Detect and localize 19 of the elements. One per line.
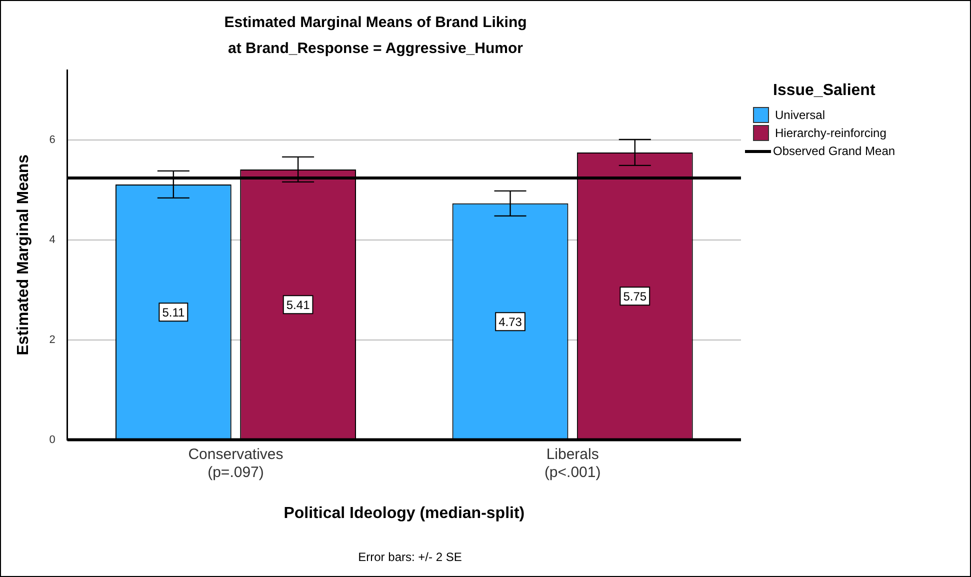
x-tick-label: Liberals (p<.001) bbox=[544, 446, 601, 481]
y-tick-label: 4 bbox=[49, 234, 56, 246]
legend-label: Observed Grand Mean bbox=[773, 144, 896, 158]
y-tick-label: 0 bbox=[49, 434, 56, 446]
data-label: 5.75 bbox=[623, 289, 647, 304]
legend-label: Hierarchy-reinforcing bbox=[775, 126, 886, 140]
x-tick-label: Conservatives (p=.097) bbox=[188, 446, 284, 481]
legend-title: Issue_Salient bbox=[773, 82, 876, 100]
y-tick-label: 2 bbox=[49, 334, 56, 346]
y-axis-title: Estimated Marginal Means bbox=[15, 154, 32, 356]
legend-label: Universal bbox=[775, 108, 826, 122]
x-axis-title: Political Ideology (median-split) bbox=[284, 504, 525, 522]
y-tick-label: 6 bbox=[49, 134, 56, 146]
chart-title: Estimated Marginal Means of Brand Liking bbox=[224, 14, 527, 32]
chart-subtitle: at Brand_Response = Aggressive_Humor bbox=[228, 40, 524, 58]
data-label: 5.41 bbox=[286, 298, 310, 312]
data-label: 5.11 bbox=[162, 305, 185, 320]
text: Error bars: +/- 2 SE bbox=[357, 550, 463, 564]
data-label: 4.73 bbox=[498, 314, 522, 329]
